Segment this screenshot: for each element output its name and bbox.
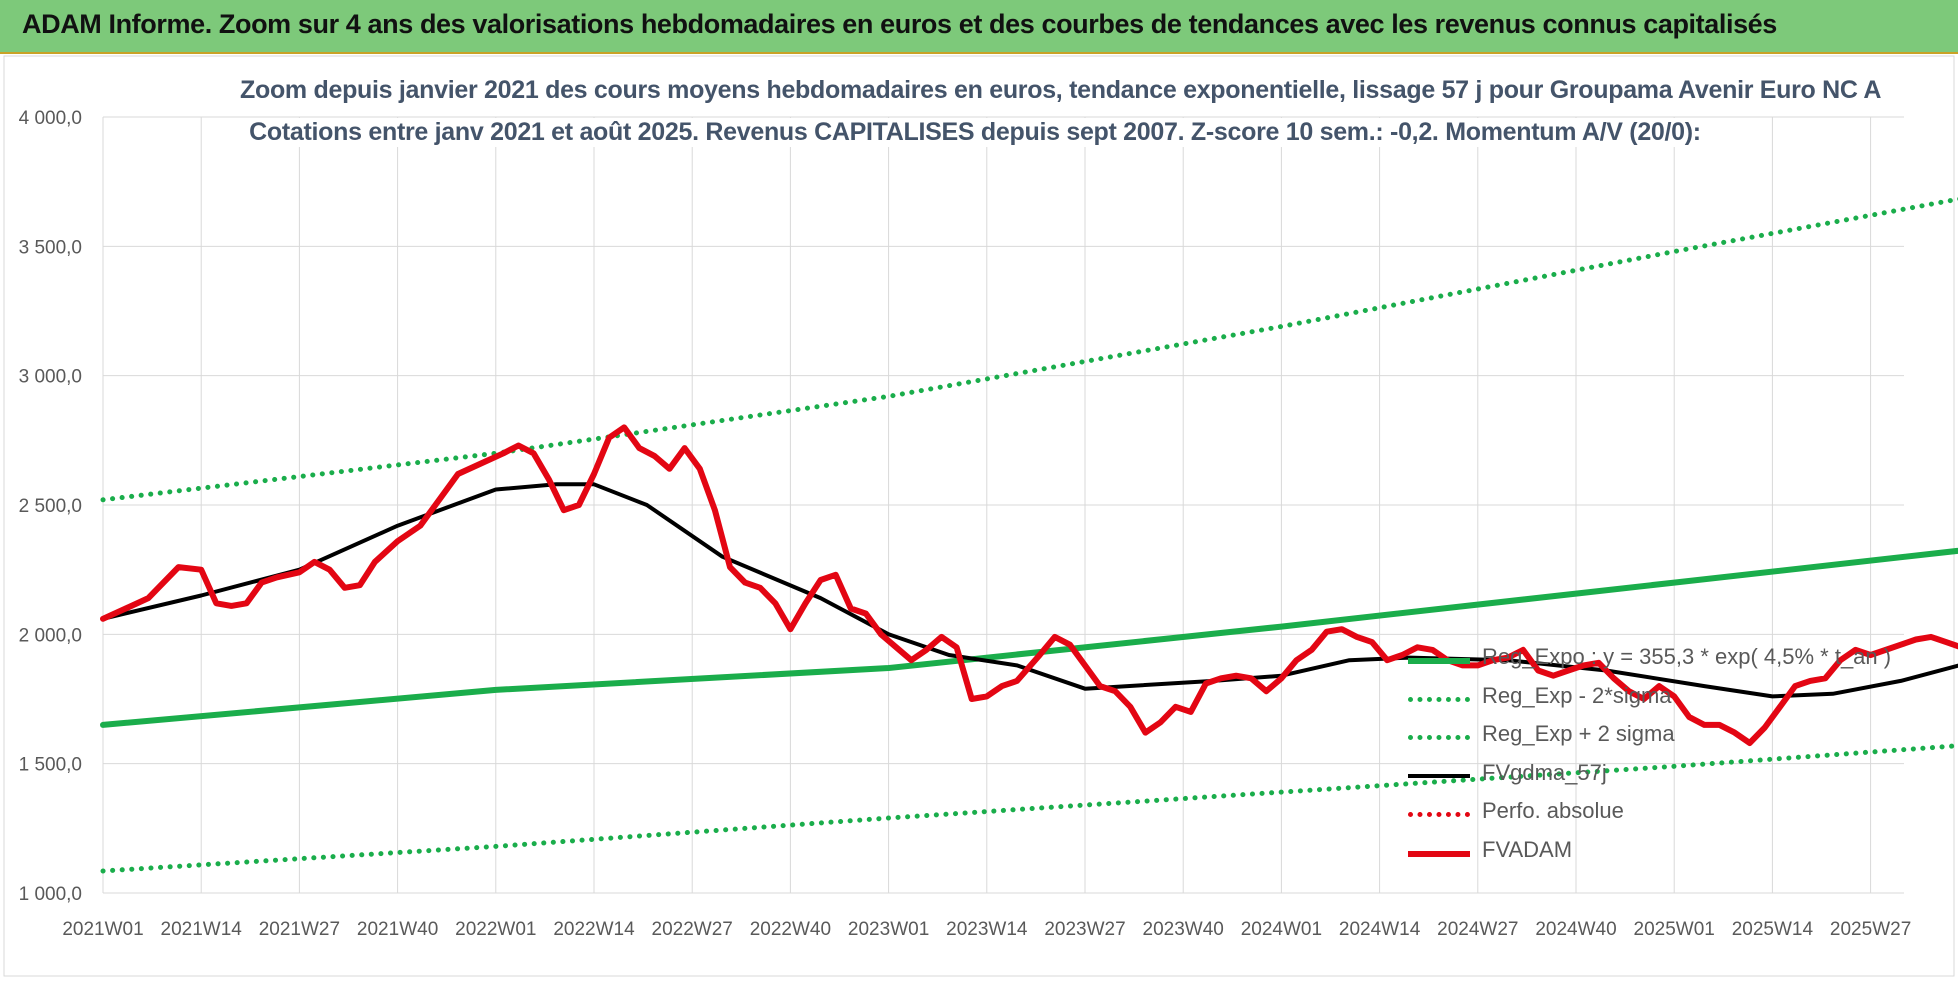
legend-label: FVgdma_57j xyxy=(1482,759,1607,785)
y-tick-label: 3 000,0 xyxy=(19,367,82,388)
x-tick-label: 2025W01 xyxy=(1634,919,1715,940)
x-tick-label: 2024W14 xyxy=(1339,919,1421,940)
legend-item: Reg_Exp + 2 sigma xyxy=(1402,717,1922,756)
chart-title: Zoom depuis janvier 2021 des cours moyen… xyxy=(240,76,1882,105)
legend-item: Reg_Expo : y = 355,3 * exp( 4,5% * t_an … xyxy=(1402,640,1922,679)
chart-frame: 1 000,0 1 500,0 2 000,0 2 500,0 3 000,0 3 500… xyxy=(0,52,1958,984)
x-tick-label: 2021W27 xyxy=(259,919,340,940)
x-tick-label: 2022W40 xyxy=(750,919,831,940)
legend-swatch xyxy=(1408,658,1470,664)
line-chart: 1 000,0 1 500,0 2 000,0 2 500,0 3 000,0 3 500… xyxy=(3,55,1958,977)
legend-swatch xyxy=(1408,735,1470,740)
x-tick-label: 2023W40 xyxy=(1143,919,1224,940)
x-tick-label: 2025W14 xyxy=(1732,919,1814,940)
y-tick-label: 1 000,0 xyxy=(19,884,82,905)
y-tick-label: 4 000,0 xyxy=(19,108,82,129)
legend-label: Reg_Exp - 2*sigma xyxy=(1482,682,1672,708)
series-line-0 xyxy=(100,547,1958,728)
chart-legend: Reg_Expo : y = 355,3 * exp( 4,5% * t_an … xyxy=(1402,640,1922,871)
y-tick-label: 1 500,0 xyxy=(19,755,82,776)
y-tick-label: 2 500,0 xyxy=(19,496,82,517)
legend-item: Perfo. absolue xyxy=(1402,794,1922,833)
report-banner: ADAM Informe. Zoom sur 4 ans des valoris… xyxy=(0,0,1958,54)
x-tick-label: 2024W01 xyxy=(1241,919,1322,940)
plot-frame xyxy=(3,55,1955,977)
legend-swatch xyxy=(1408,812,1470,817)
chart-subtitle: Cotations entre janv 2021 et août 2025. … xyxy=(240,118,1710,147)
x-tick-label: 2022W14 xyxy=(553,919,635,940)
x-tick-label: 2023W14 xyxy=(946,919,1028,940)
legend-item: FVADAM xyxy=(1402,833,1922,872)
x-tick-label: 2021W40 xyxy=(357,919,438,940)
x-tick-label: 2024W40 xyxy=(1535,919,1616,940)
x-tick-label: 2023W01 xyxy=(848,919,929,940)
series-line-2 xyxy=(100,196,1958,503)
legend-swatch xyxy=(1408,773,1470,778)
x-tick-label: 2025W27 xyxy=(1830,919,1911,940)
legend-label: Reg_Exp + 2 sigma xyxy=(1482,721,1675,746)
x-tick-label: 2022W27 xyxy=(652,919,733,940)
series-line-3 xyxy=(101,482,1958,699)
series-line-1 xyxy=(100,743,1958,874)
legend-swatch xyxy=(1408,696,1470,702)
y-tick-label: 3 500,0 xyxy=(19,237,82,258)
y-tick-label: 2 000,0 xyxy=(19,625,82,646)
x-tick-label: 2024W27 xyxy=(1437,919,1518,940)
x-tick-label: 2021W01 xyxy=(62,919,143,940)
legend-label: Perfo. absolue xyxy=(1482,798,1624,823)
legend-swatch xyxy=(1408,850,1470,857)
report-title: ADAM Informe. Zoom sur 4 ans des valoris… xyxy=(22,9,1777,39)
legend-label: Reg_Expo : y = 355,3 * exp( 4,5% * t_an … xyxy=(1482,644,1892,669)
legend-label: FVADAM xyxy=(1482,836,1573,862)
x-tick-label: 2023W27 xyxy=(1044,919,1125,940)
legend-item: Reg_Exp - 2*sigma xyxy=(1402,679,1922,718)
x-tick-label: 2021W14 xyxy=(161,919,243,940)
legend-item: FVgdma_57j xyxy=(1402,756,1922,795)
x-tick-label: 2022W01 xyxy=(455,919,536,940)
